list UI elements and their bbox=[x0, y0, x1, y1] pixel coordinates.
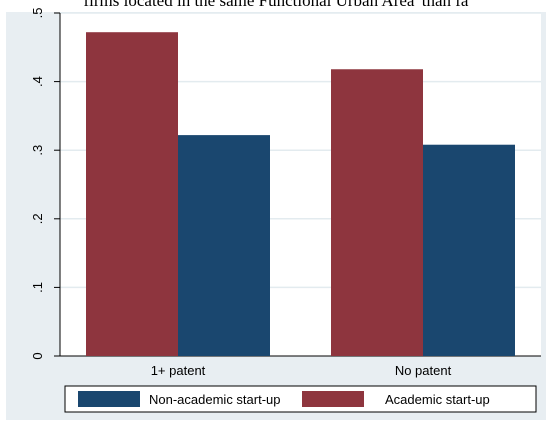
legend-swatch bbox=[78, 391, 140, 407]
bar bbox=[178, 135, 270, 356]
bar bbox=[423, 144, 515, 356]
page-caption: firms located in the same Functional Urb… bbox=[83, 0, 469, 10]
bar bbox=[86, 32, 178, 356]
legend-label: Academic start-up bbox=[385, 392, 490, 407]
legend-box bbox=[64, 385, 537, 413]
legend-swatch bbox=[302, 391, 364, 407]
y-tick-label: .5 bbox=[30, 8, 45, 19]
y-tick-label: .4 bbox=[30, 76, 45, 87]
y-tick-label: 0 bbox=[30, 352, 45, 359]
x-tick-label: 1+ patent bbox=[151, 363, 206, 378]
legend-label: Non-academic start-up bbox=[149, 392, 281, 407]
y-tick-label: .3 bbox=[30, 145, 45, 156]
x-tick-label: No patent bbox=[395, 363, 452, 378]
y-tick-label: .1 bbox=[30, 282, 45, 293]
bar bbox=[331, 69, 423, 356]
y-tick-label: .2 bbox=[30, 213, 45, 224]
